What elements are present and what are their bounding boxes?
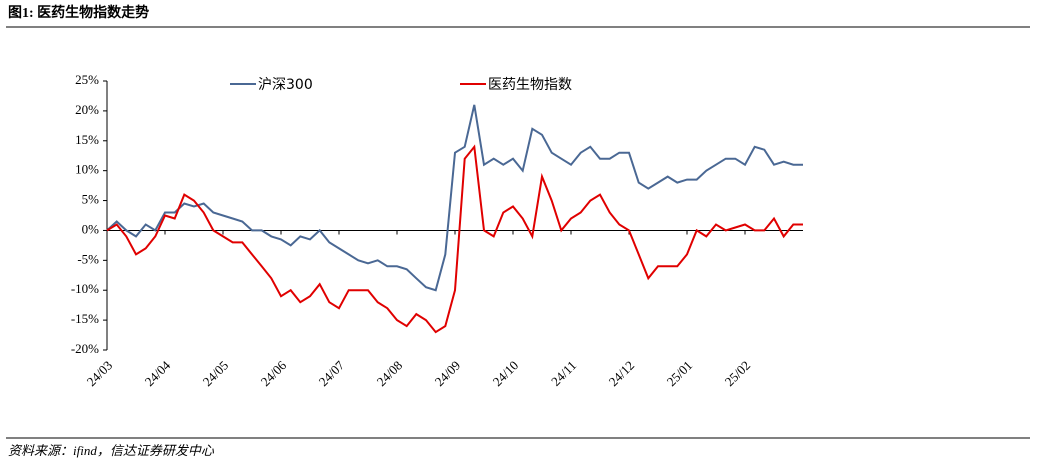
x-tick-label: 24/12 <box>606 358 638 390</box>
x-tick-label: 24/05 <box>200 358 232 390</box>
x-tick-label: 24/07 <box>316 357 348 389</box>
y-tick-label: -10% <box>71 281 99 296</box>
y-tick-label: -5% <box>77 251 99 266</box>
y-tick-label: 15% <box>75 132 99 147</box>
series-line <box>106 144 803 334</box>
y-tick-label: -20% <box>71 341 99 356</box>
x-tick-label: 24/03 <box>84 358 116 390</box>
y-tick-label: 25% <box>75 72 99 87</box>
x-tick-label: 24/10 <box>490 358 522 390</box>
legend-label: 沪深300 <box>258 77 313 93</box>
y-tick-label: 20% <box>75 102 99 117</box>
x-tick-label: 24/11 <box>548 358 579 389</box>
chart-title: 图1: 医药生物指数走势 <box>8 4 149 21</box>
y-tick-label: -15% <box>71 311 99 326</box>
series-line <box>106 104 803 292</box>
legend-label: 医药生物指数 <box>488 77 572 93</box>
x-tick-label: 25/01 <box>664 358 696 390</box>
y-tick-label: 0% <box>82 221 100 236</box>
x-tick-label: 25/02 <box>722 358 754 390</box>
x-tick-label: 24/09 <box>432 358 464 390</box>
x-tick-label: 24/06 <box>258 357 290 389</box>
y-tick-label: 10% <box>75 162 99 177</box>
x-tick-label: 24/04 <box>142 357 174 389</box>
source-note: 资料来源：ifind，信达证券研发中心 <box>8 443 215 458</box>
y-tick-label: 5% <box>82 192 100 207</box>
x-tick-label: 24/08 <box>374 358 406 390</box>
